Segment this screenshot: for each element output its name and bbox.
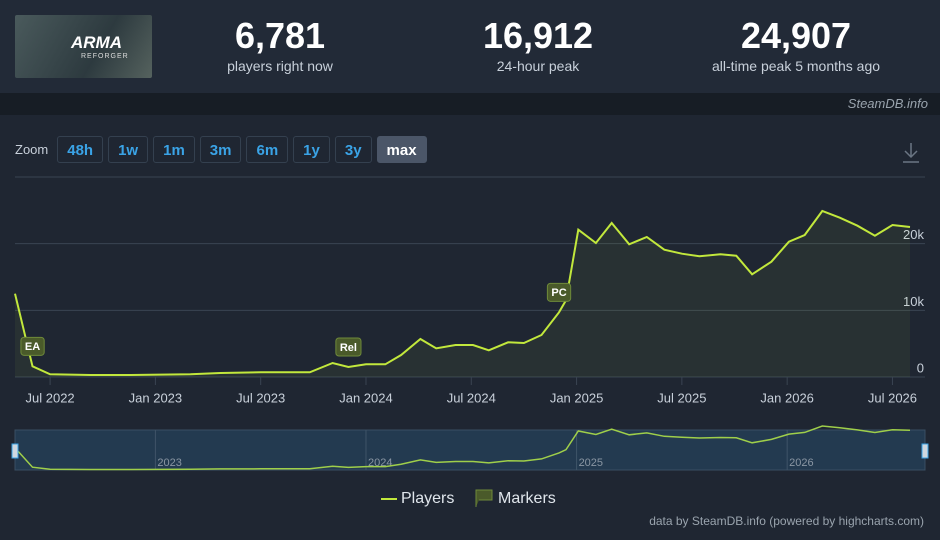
x-tick-label: Jan 2025	[550, 390, 604, 405]
stat-label: all-time peak 5 months ago	[711, 58, 881, 74]
navigator-tick-label: 2026	[789, 457, 813, 469]
stat-value: 24,907	[740, 15, 852, 56]
marker-label: Rel	[340, 342, 357, 354]
source[interactable]: SteamDB.info	[847, 96, 928, 111]
navigator-handle	[921, 443, 929, 459]
legend-label: Markers	[498, 490, 556, 507]
x-tick-label: Jul 2026	[868, 390, 917, 405]
download-icon[interactable]	[903, 143, 919, 163]
logo: ARMA	[71, 33, 122, 52]
y-tick-label: 20k	[903, 227, 924, 242]
credit: data by SteamDB.info (powered by highcha…	[649, 514, 924, 528]
legend-symbol	[475, 489, 493, 507]
x-tick-label: Jan 2026	[760, 390, 814, 405]
zoom-button[interactable]: 48h	[57, 136, 104, 163]
logo-sub: REFORGER	[81, 53, 129, 60]
navigator-tick-label: 2025	[579, 457, 603, 469]
x-tick-label: Jan 2023	[129, 390, 183, 405]
marker-flag	[20, 336, 45, 356]
stat-value: 6,781	[234, 15, 326, 56]
marker-label: PC	[551, 287, 566, 299]
zoom-button[interactable]: max	[376, 136, 427, 163]
zoom-button[interactable]: 3m	[199, 136, 242, 163]
marker-label: EA	[25, 341, 40, 353]
zoom-button[interactable]: 6m	[246, 136, 289, 163]
zoom-button[interactable]: 1w	[108, 136, 149, 163]
marker: EA	[20, 336, 45, 356]
navigator-tick-label: 2023	[157, 457, 181, 469]
marker-flag	[335, 337, 362, 357]
zoom-button[interactable]: 1y	[293, 136, 330, 163]
game-thumbnail[interactable]: ARMA REFORGER	[15, 15, 152, 78]
stat: 24,907 all-time peak 5 months ago	[676, 15, 916, 75]
zoom-label: Zoom	[15, 142, 49, 157]
x-tick-label: Jul 2022	[26, 390, 75, 405]
stats-panel: ARMA REFORGER 6,781 players right now 16,9…	[0, 0, 940, 93]
x-tick-label: Jul 2024	[447, 390, 496, 405]
x-tick-label: Jul 2023	[236, 390, 285, 405]
navigator-bg	[14, 429, 926, 471]
stat-label: 24-hour peak	[496, 58, 580, 74]
marker-flag	[546, 282, 572, 302]
y-tick-label: 0	[917, 360, 924, 375]
x-tick-label: Jan 2024	[339, 390, 393, 405]
marker: Rel	[335, 337, 362, 357]
navigator-handle	[11, 443, 19, 459]
stat-value: 16,912	[482, 15, 594, 56]
stat-label: players right now	[227, 58, 333, 74]
x-tick-label: Jul 2025	[657, 390, 706, 405]
stat: 16,912 24-hour peak	[418, 15, 658, 75]
stat: 6,781 players right now	[160, 15, 400, 75]
navigator-line	[14, 425, 911, 471]
zoom-button[interactable]: 1m	[153, 136, 195, 163]
zoom-button[interactable]: 3y	[334, 136, 372, 163]
zoom-bar: Zoom 48h 1w 1m 3m 6m 1y 3y max	[15, 136, 427, 163]
area	[15, 211, 910, 377]
y-tick-label: 10k	[903, 294, 924, 309]
legend-label: Players	[401, 490, 454, 507]
marker: PC	[546, 282, 572, 302]
line	[14, 209, 911, 376]
